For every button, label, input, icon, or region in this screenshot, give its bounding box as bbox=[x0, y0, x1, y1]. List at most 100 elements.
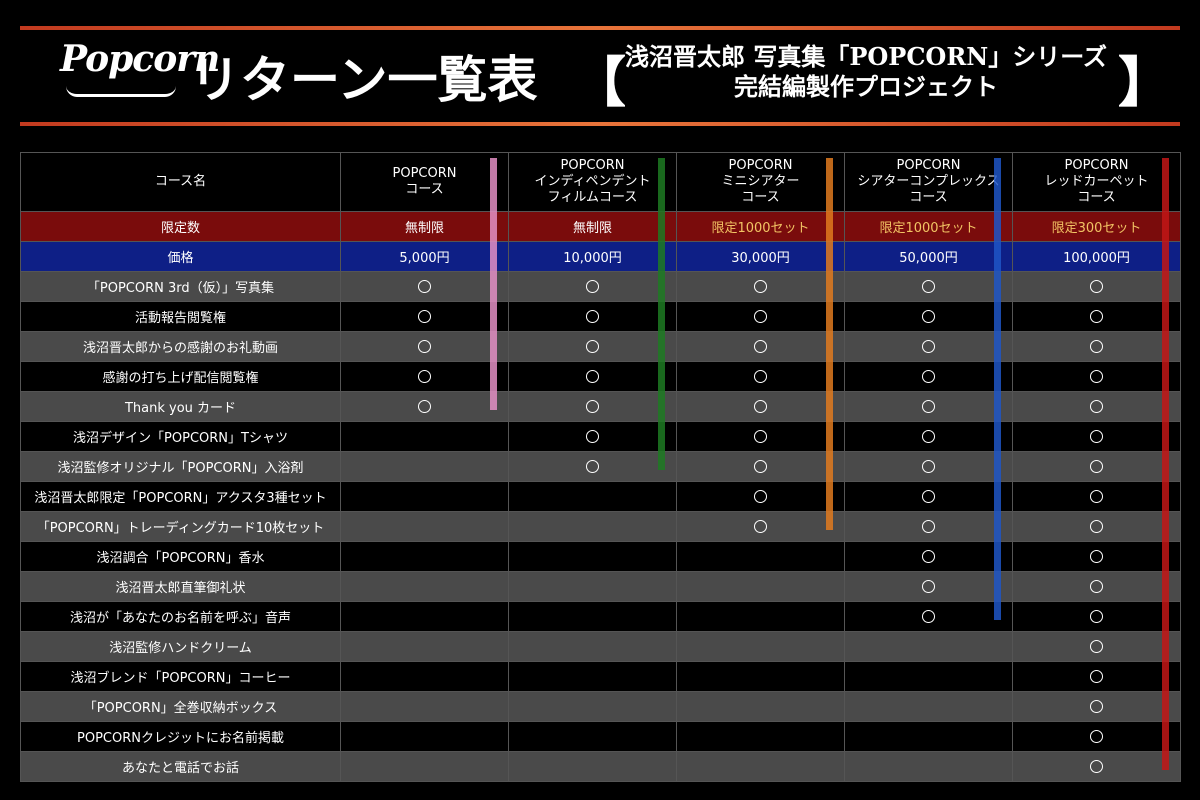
item-cell bbox=[340, 691, 509, 722]
item-row: POPCORNクレジットにお名前掲載 bbox=[20, 721, 1181, 752]
item-row: 「POPCORN」トレーディングカード10枚セット bbox=[20, 511, 1181, 542]
item-cell bbox=[340, 751, 509, 782]
item-cell bbox=[1012, 271, 1181, 302]
included-circle-icon bbox=[418, 280, 431, 293]
included-circle-icon bbox=[754, 280, 767, 293]
course-header-4: POPCORN レッドカーペット コース bbox=[1012, 152, 1181, 212]
item-cell bbox=[340, 541, 509, 572]
included-circle-icon bbox=[418, 400, 431, 413]
item-cell bbox=[676, 361, 845, 392]
item-label: 浅沼晋太郎からの感謝のお礼動画 bbox=[20, 331, 341, 362]
item-cell bbox=[508, 421, 677, 452]
item-cell bbox=[844, 481, 1013, 512]
item-cell bbox=[1012, 751, 1181, 782]
course-name-line1: POPCORN bbox=[392, 166, 457, 181]
item-cell bbox=[508, 481, 677, 512]
item-row: 浅沼監修ハンドクリーム bbox=[20, 631, 1181, 662]
included-circle-icon bbox=[1090, 520, 1103, 533]
item-cell bbox=[844, 511, 1013, 542]
included-circle-icon bbox=[586, 400, 599, 413]
course-header-0: POPCORN コース bbox=[340, 152, 509, 212]
course-name-line1: POPCORN bbox=[728, 158, 793, 173]
item-cell bbox=[340, 271, 509, 302]
price-label: 価格 bbox=[20, 241, 341, 272]
limit-cell-1: 無制限 bbox=[508, 211, 677, 242]
item-row: あなたと電話でお話 bbox=[20, 751, 1181, 782]
item-label: 活動報告閲覧権 bbox=[20, 301, 341, 332]
item-cell bbox=[340, 721, 509, 752]
item-label: 浅沼晋太郎直筆御礼状 bbox=[20, 571, 341, 602]
included-circle-icon bbox=[922, 430, 935, 443]
item-row: 浅沼晋太郎からの感謝のお礼動画 bbox=[20, 331, 1181, 362]
course-name-line2: シアターコンプレックス bbox=[857, 174, 1000, 189]
course-name-line2: コース bbox=[405, 182, 444, 197]
included-circle-icon bbox=[754, 310, 767, 323]
item-cell bbox=[1012, 301, 1181, 332]
item-cell bbox=[340, 571, 509, 602]
included-circle-icon bbox=[1090, 490, 1103, 503]
item-cell bbox=[340, 601, 509, 632]
item-label: 浅沼晋太郎限定「POPCORN」アクスタ3種セット bbox=[20, 481, 341, 512]
item-cell bbox=[1012, 601, 1181, 632]
included-circle-icon bbox=[1090, 400, 1103, 413]
item-cell bbox=[844, 361, 1013, 392]
item-cell bbox=[676, 421, 845, 452]
course-header-label: コース名 bbox=[20, 152, 341, 212]
item-cell bbox=[1012, 661, 1181, 692]
course-name-line2: レッドカーペット bbox=[1044, 174, 1149, 189]
item-cell bbox=[508, 451, 677, 482]
item-cell bbox=[508, 661, 677, 692]
item-cell bbox=[1012, 541, 1181, 572]
course-name-line3: コース bbox=[1077, 190, 1116, 205]
item-cell bbox=[844, 301, 1013, 332]
item-cell bbox=[340, 451, 509, 482]
included-circle-icon bbox=[922, 490, 935, 503]
included-circle-icon bbox=[922, 520, 935, 533]
item-cell bbox=[676, 601, 845, 632]
course-bar-1 bbox=[658, 158, 665, 470]
item-label: POPCORNクレジットにお名前掲載 bbox=[20, 721, 341, 752]
item-cell bbox=[508, 391, 677, 422]
item-cell bbox=[1012, 631, 1181, 662]
included-circle-icon bbox=[1090, 580, 1103, 593]
price-cell-0: 5,000円 bbox=[340, 241, 509, 272]
item-label: 浅沼調合「POPCORN」香水 bbox=[20, 541, 341, 572]
item-cell bbox=[508, 601, 677, 632]
limit-cell-2: 限定1000セット bbox=[676, 211, 845, 242]
course-name-line2: ミニシアター bbox=[721, 174, 800, 189]
item-cell bbox=[844, 421, 1013, 452]
item-label: あなたと電話でお話 bbox=[20, 751, 341, 782]
item-label: 浅沼監修ハンドクリーム bbox=[20, 631, 341, 662]
item-cell bbox=[844, 451, 1013, 482]
item-cell bbox=[508, 721, 677, 752]
price-row: 価格 5,000円 10,000円 30,000円 50,000円 100,000円 bbox=[20, 241, 1181, 272]
item-cell bbox=[844, 541, 1013, 572]
item-cell bbox=[844, 751, 1013, 782]
item-label: 浅沼デザイン「POPCORN」Tシャツ bbox=[20, 421, 341, 452]
included-circle-icon bbox=[1090, 280, 1103, 293]
included-circle-icon bbox=[754, 490, 767, 503]
item-cell bbox=[1012, 451, 1181, 482]
logo-swoosh bbox=[66, 86, 176, 97]
included-circle-icon bbox=[922, 340, 935, 353]
course-header-row: コース名 POPCORN コース POPCORN インディペンデント フィルムコース POP… bbox=[20, 152, 1181, 212]
included-circle-icon bbox=[1090, 310, 1103, 323]
item-cell bbox=[340, 631, 509, 662]
item-cell bbox=[508, 541, 677, 572]
course-bar-3 bbox=[994, 158, 1001, 620]
item-row: 感謝の打ち上げ配信閲覧権 bbox=[20, 361, 1181, 392]
item-cell bbox=[676, 511, 845, 542]
included-circle-icon bbox=[418, 310, 431, 323]
top-rule bbox=[20, 26, 1180, 30]
item-cell bbox=[340, 421, 509, 452]
course-name-line1: POPCORN bbox=[896, 158, 961, 173]
included-circle-icon bbox=[1090, 460, 1103, 473]
item-label: Thank you カード bbox=[20, 391, 341, 422]
item-label: 浅沼ブレンド「POPCORN」コーヒー bbox=[20, 661, 341, 692]
included-circle-icon bbox=[1090, 670, 1103, 683]
item-cell bbox=[676, 301, 845, 332]
included-circle-icon bbox=[922, 550, 935, 563]
item-row: 浅沼晋太郎限定「POPCORN」アクスタ3種セット bbox=[20, 481, 1181, 512]
course-header-1: POPCORN インディペンデント フィルムコース bbox=[508, 152, 677, 212]
limit-cell-0: 無制限 bbox=[340, 211, 509, 242]
